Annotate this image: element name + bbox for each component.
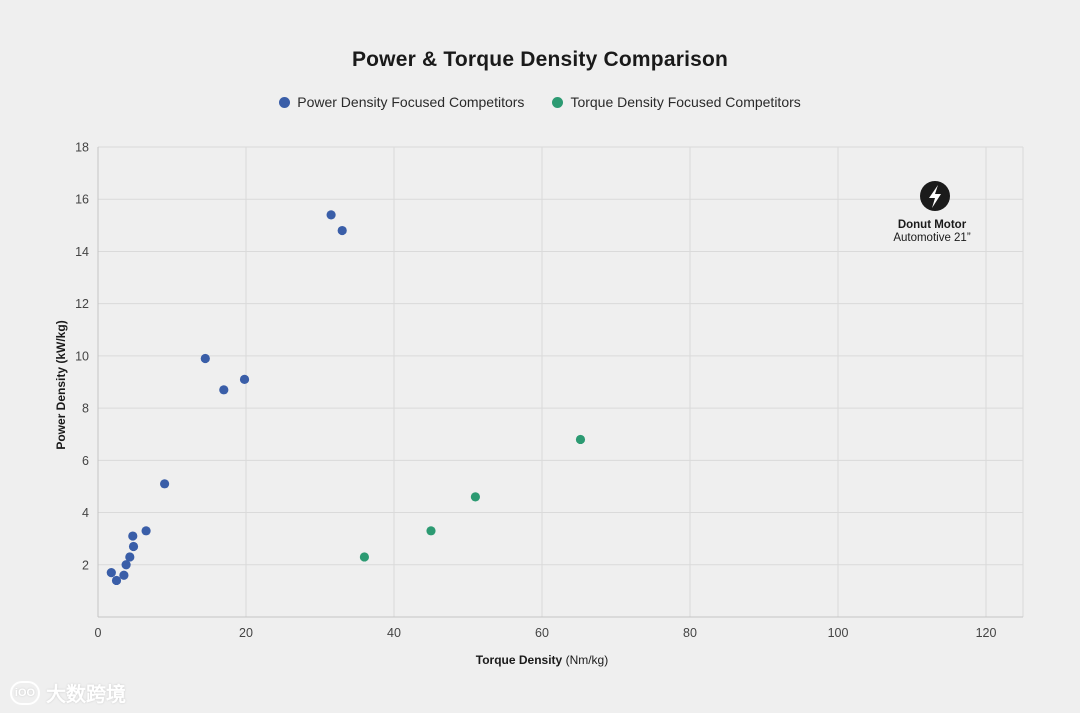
data-point-power-2[interactable] — [119, 570, 129, 580]
x-tick-label-3: 60 — [535, 626, 549, 640]
data-point-power-6[interactable] — [128, 531, 138, 541]
x-tick-label-1: 20 — [239, 626, 253, 640]
data-point-power-8[interactable] — [160, 479, 170, 489]
grid-lines — [98, 146, 1024, 617]
axes — [97, 147, 1023, 618]
data-point-torque-2[interactable] — [470, 492, 480, 502]
y-tick-label-7: 16 — [75, 193, 89, 207]
x-axis-label-unit: (Nm/kg) — [562, 653, 608, 667]
x-tick-label-4: 80 — [683, 626, 697, 640]
y-tick-label-4: 10 — [75, 349, 89, 363]
y-tick-label-0: 2 — [82, 558, 89, 572]
data-point-power-9[interactable] — [200, 353, 210, 364]
data-point-power-11[interactable] — [239, 374, 250, 384]
x-axis-label: Torque Density (Nm/kg) — [476, 653, 608, 667]
data-point-power-1[interactable] — [111, 575, 122, 586]
y-tick-label-5: 12 — [75, 297, 89, 311]
data-point-power-5[interactable] — [128, 541, 139, 552]
legend-label-power: Power Density Focused Competitors — [297, 94, 525, 110]
x-tick-label-0: 0 — [95, 626, 102, 640]
annotation-title: Donut Motor — [898, 219, 967, 231]
legend-item-power[interactable]: Power Density Focused Competitors — [279, 94, 524, 110]
data-point-power-3[interactable] — [121, 560, 131, 570]
data-points — [106, 210, 586, 586]
y-tick-label-1: 4 — [82, 506, 89, 520]
annotation-subtitle: Automotive 21” — [893, 232, 971, 244]
y-tick-label-8: 18 — [75, 141, 89, 155]
data-point-power-0[interactable] — [106, 568, 116, 578]
x-axis-label-bold: Torque Density — [476, 653, 563, 667]
data-point-torque-3[interactable] — [575, 434, 586, 445]
legend-label-torque: Torque Density Focused Competitors — [570, 94, 801, 110]
y-tick-labels: 2 4 6 8 10 12 14 16 18 — [75, 141, 89, 573]
data-point-torque-1[interactable] — [426, 526, 436, 536]
data-point-power-12[interactable] — [326, 210, 336, 220]
x-tick-label-6: 120 — [976, 626, 997, 640]
legend-marker-power — [279, 96, 291, 108]
x-tick-labels: 0 20 40 60 80 100 120 — [95, 626, 997, 640]
donut-motor-annotation: Donut Motor Automotive 21” — [893, 181, 971, 244]
y-tick-label-3: 8 — [82, 402, 89, 416]
x-tick-label-2: 40 — [387, 626, 401, 640]
watermark-text: 大数跨境 — [46, 684, 126, 706]
watermark-logo-icon: iOO — [10, 680, 40, 705]
y-axis-label: Power Density (kW/kg) — [54, 320, 68, 449]
y-tick-label-2: 6 — [82, 454, 89, 468]
chart-legend: Power Density Focused Competitors Torque… — [0, 94, 1080, 110]
y-tick-label-6: 14 — [75, 245, 89, 259]
data-point-power-4[interactable] — [125, 552, 135, 562]
legend-marker-torque — [552, 96, 564, 108]
lightning-bolt-glyph — [929, 185, 941, 208]
x-tick-label-5: 100 — [828, 626, 849, 640]
chart-title: Power & Torque Density Comparison — [351, 48, 729, 71]
data-point-power-7[interactable] — [141, 526, 151, 536]
data-point-power-10[interactable] — [219, 385, 229, 395]
data-point-torque-0[interactable] — [359, 552, 369, 562]
data-point-power-13[interactable] — [337, 225, 347, 236]
watermark: iOO 大数跨境 — [10, 678, 126, 707]
legend-item-torque[interactable]: Torque Density Focused Competitors — [552, 94, 801, 110]
